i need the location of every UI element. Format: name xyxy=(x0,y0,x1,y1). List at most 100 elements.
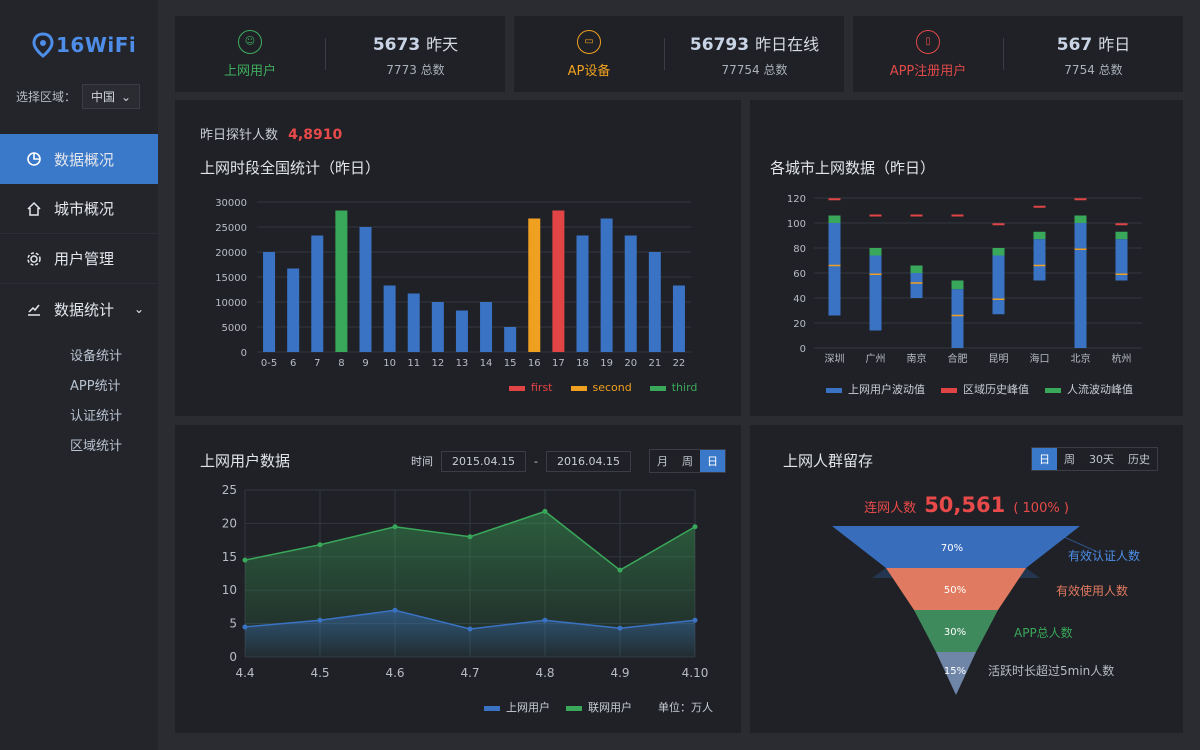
region-value: 中国 xyxy=(91,90,116,104)
funnel-head-pct: ( 100% ) xyxy=(1013,501,1069,516)
x-tick-label: 17 xyxy=(552,358,565,369)
user-icon: ☺ xyxy=(238,29,262,54)
fluctuation-bar xyxy=(1074,223,1087,348)
tab-day[interactable]: 日 xyxy=(1032,448,1057,470)
x-tick-label: 4.9 xyxy=(610,666,629,680)
funnel-head-value: 50,561 xyxy=(924,493,1006,517)
phone-icon: ▯ xyxy=(916,29,940,54)
subnav-item-region[interactable]: 区域统计 xyxy=(70,439,123,454)
legend-item[interactable]: first xyxy=(509,381,553,394)
series-connected-point xyxy=(317,542,323,548)
tab-week[interactable]: 周 xyxy=(1064,453,1075,466)
tab-day[interactable]: 日 xyxy=(699,450,725,472)
chart-legend: first second third xyxy=(509,381,697,394)
stat-main-value: 567 xyxy=(1056,34,1093,55)
bar xyxy=(455,310,468,352)
subnav-item-devices[interactable]: 设备统计 xyxy=(70,349,123,364)
period-tabs: 日 周 30天 历史 xyxy=(1031,447,1158,471)
subnav-item-auth[interactable]: 认证统计 xyxy=(70,409,123,424)
x-tick-label: 14 xyxy=(480,358,493,369)
bar xyxy=(504,327,517,352)
date-from-input[interactable]: 2015.04.15 xyxy=(441,450,526,472)
bar xyxy=(624,235,637,352)
chart-legend: 上网用户波动值 区域历史峰值 人流波动峰值 xyxy=(826,381,1133,397)
tab-month[interactable]: 月 xyxy=(656,455,668,468)
time-label: 时间 xyxy=(411,455,433,468)
peak-fluctuation-bar xyxy=(910,265,923,273)
x-tick-label: 北京 xyxy=(1071,352,1091,365)
stat-sub-unit: 总数 xyxy=(1098,62,1123,77)
stat-main-unit: 昨日在线 xyxy=(755,34,820,54)
funnel-label: 有效使用人数 xyxy=(1056,583,1128,598)
legend-item[interactable]: 区域历史峰值 xyxy=(941,381,1029,397)
stat-main-unit: 昨日 xyxy=(1098,34,1131,54)
y-tick-label: 25 xyxy=(222,483,237,497)
nav-item-city[interactable]: 城市概况 xyxy=(0,184,158,234)
sidebar: 16WiFi 选择区域： 中国 ⌄ 数据概况 城市概况 用户管理 数据统计 ⌄ … xyxy=(0,0,158,750)
wifi-pin-icon xyxy=(32,32,54,58)
series-online-point xyxy=(242,624,248,630)
x-tick-label: 19 xyxy=(600,358,613,369)
nav-item-users[interactable]: 用户管理 xyxy=(0,234,158,284)
fluctuation-bar xyxy=(1033,239,1046,281)
brand-logo[interactable]: 16WiFi xyxy=(32,30,136,60)
panel-retention: 上网人群留存 日 周 30天 历史 连网人数 50,561 ( 100% ) 7… xyxy=(750,425,1183,733)
bar xyxy=(383,285,396,352)
funnel-label: 有效认证人数 xyxy=(1068,548,1140,563)
panel-city-stats: 各城市上网数据（昨日） 0 20 40 60 80 100 120 深圳 广州 南京 合肥 昆明 海口 北… xyxy=(750,100,1183,416)
hourly-bar-chart: 0 5000 10000 15000 20000 25000 30000 0-5 6 7 8 9 10 1… xyxy=(215,198,691,369)
fluctuation-bar xyxy=(869,255,882,331)
funnel-label: 活跃时长超过5min人数 xyxy=(988,663,1114,678)
x-tick-label: 15 xyxy=(504,358,517,369)
stat-card-ap-devices: ▭ AP设备 56793 昨日在线 77754 总数 xyxy=(514,16,844,92)
bar xyxy=(576,235,589,352)
panel-hourly-stats: 昨日探针人数 4,8910 上网时段全国统计（昨日） 0 5000 10000 150… xyxy=(175,100,741,416)
region-dropdown[interactable]: 中国 ⌄ xyxy=(82,84,141,109)
legend-item[interactable]: 人流波动峰值 xyxy=(1045,381,1133,397)
panel-title: 上网时段全国统计（昨日） xyxy=(200,159,381,177)
nav-item-overview[interactable]: 数据概况 xyxy=(0,134,158,184)
stat-main-value: 5673 xyxy=(372,34,421,55)
subnav-item-app[interactable]: APP统计 xyxy=(70,379,121,394)
panel-title: 各城市上网数据（昨日） xyxy=(770,159,936,177)
funnel-level-1 xyxy=(832,526,1080,568)
nav-item-label: 数据统计 xyxy=(54,300,115,319)
date-to-input[interactable]: 2016.04.15 xyxy=(545,450,631,472)
series-connected-point xyxy=(242,557,248,563)
divider xyxy=(325,38,326,70)
legend-item[interactable]: 上网用户 xyxy=(484,699,550,715)
retention-funnel: 70% 50% 30% 15% 有效认证人数 有效使用人数 APP总人数 活跃时… xyxy=(832,526,1140,695)
series-online-point xyxy=(542,617,548,623)
funnel-pct: 15% xyxy=(944,666,966,677)
tab-30days[interactable]: 30天 xyxy=(1089,453,1114,466)
tab-history[interactable]: 历史 xyxy=(1128,453,1150,466)
bar xyxy=(407,293,420,352)
peak-fluctuation-bar xyxy=(1074,215,1087,223)
funnel-pct: 30% xyxy=(944,627,966,638)
divider xyxy=(1003,38,1004,70)
x-tick-label: 20 xyxy=(624,358,637,369)
bar xyxy=(359,227,372,352)
x-tick-label: 16 xyxy=(528,358,541,369)
legend-item[interactable]: 联网用户 xyxy=(566,699,632,715)
series-connected-point xyxy=(467,534,473,540)
legend-item[interactable]: 上网用户波动值 xyxy=(826,381,925,397)
tab-week[interactable]: 周 xyxy=(681,455,693,468)
legend-item[interactable]: third xyxy=(649,381,697,394)
bar xyxy=(600,218,613,352)
nav-item-stats[interactable]: 数据统计 ⌄ xyxy=(0,284,158,334)
y-tick-label: 80 xyxy=(793,244,806,255)
bar xyxy=(287,268,300,352)
stat-sub-unit: 总数 xyxy=(763,62,788,77)
y-tick-label: 60 xyxy=(793,269,806,280)
bar xyxy=(648,252,661,352)
peak-fluctuation-bar xyxy=(992,248,1005,256)
y-tick-label: 40 xyxy=(793,294,806,305)
bar xyxy=(335,210,348,352)
stat-main-value: 56793 xyxy=(689,34,750,55)
funnel-level-4 xyxy=(936,652,976,695)
chart-legend: 上网用户 联网用户 单位：万人 xyxy=(484,699,713,715)
legend-item[interactable]: second xyxy=(570,381,632,394)
funnel-header: 连网人数 50,561 ( 100% ) xyxy=(750,493,1183,517)
funnel-label: APP总人数 xyxy=(1014,625,1073,640)
